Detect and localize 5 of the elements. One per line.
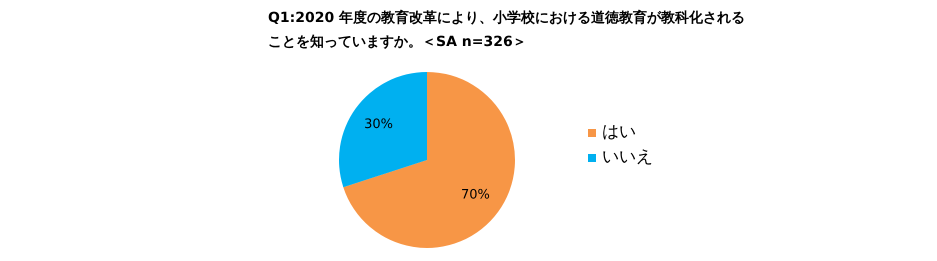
legend-label: はい — [602, 121, 636, 144]
data-label: 70% — [460, 188, 490, 203]
legend-label: いいえ — [602, 146, 653, 169]
chart-title: Q1:2020 年度の教育改革により、小学校における道徳教育が教科化されることを知っていますか。＜SA n=326＞ — [268, 8, 746, 52]
data-label: 30% — [364, 117, 394, 132]
